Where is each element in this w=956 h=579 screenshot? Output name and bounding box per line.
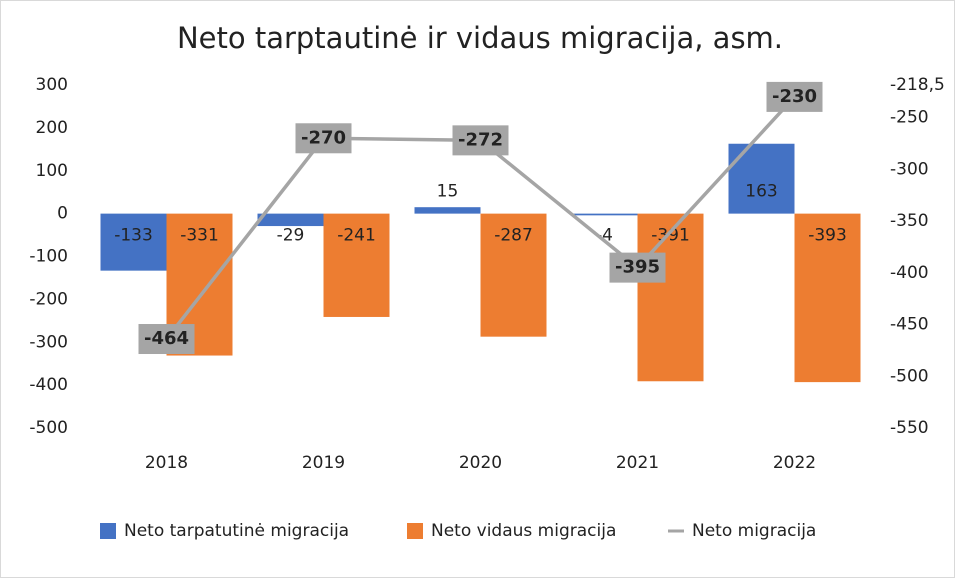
x-tick-label: 2018 — [145, 453, 188, 473]
y2-tick-label: -500 — [890, 366, 929, 386]
y2-tick-label: -250 — [890, 108, 929, 128]
data-label: -391 — [651, 226, 690, 246]
y-tick-label: -200 — [29, 289, 68, 309]
data-label: -4 — [596, 226, 613, 246]
bar — [480, 213, 547, 337]
line-data-label: -272 — [452, 125, 509, 156]
bar — [100, 213, 167, 271]
y-tick-label: 0 — [57, 204, 68, 224]
y-tick-label: 300 — [36, 75, 68, 95]
data-label: -464 — [144, 328, 189, 349]
label-box — [766, 81, 823, 112]
line-data-label: -395 — [609, 252, 666, 283]
data-label: -331 — [180, 226, 219, 246]
bar — [414, 207, 481, 214]
line-data-label: -464 — [138, 324, 195, 355]
data-label: -270 — [301, 127, 346, 148]
data-label: -287 — [494, 226, 533, 246]
x-tick-label: 2019 — [302, 453, 345, 473]
y-tick-label: -300 — [29, 332, 68, 352]
y2-tick-label: -450 — [890, 315, 929, 335]
line-data-label: -230 — [766, 81, 823, 112]
data-label: 163 — [745, 182, 777, 202]
x-tick-label: 2021 — [616, 453, 659, 473]
data-label: -133 — [114, 226, 153, 246]
legend-swatch — [407, 523, 423, 539]
y2-tick-label: -300 — [890, 159, 929, 179]
bar — [728, 143, 795, 214]
data-label: -241 — [337, 226, 376, 246]
y-tick-label: 100 — [36, 161, 68, 181]
data-label: -395 — [615, 257, 660, 278]
y-tick-label: 200 — [36, 118, 68, 138]
x-tick-label: 2022 — [773, 453, 816, 473]
y2-tick-label: -350 — [890, 211, 929, 231]
legend-label: Neto vidaus migracija — [431, 521, 616, 541]
data-label: -29 — [277, 226, 305, 246]
data-label: 15 — [437, 182, 459, 202]
data-label: -393 — [808, 226, 847, 246]
legend-label: Neto tarpatutinė migracija — [124, 521, 349, 541]
y-tick-label: -100 — [29, 247, 68, 267]
label-box — [295, 123, 352, 154]
bar — [637, 213, 704, 382]
x-tick-label: 2020 — [459, 453, 502, 473]
label-box — [609, 252, 666, 283]
label-box — [452, 125, 509, 156]
chart-title: Neto tarptautinė ir vidaus migracija, as… — [177, 21, 783, 55]
bar — [257, 213, 324, 227]
y-tick-label: -400 — [29, 375, 68, 395]
legend-label: Neto migracija — [692, 521, 816, 541]
y2-tick-label: -400 — [890, 263, 929, 283]
y-tick-label: -500 — [29, 418, 68, 438]
bar — [794, 213, 861, 383]
legend-swatch — [100, 523, 116, 539]
line-data-label: -270 — [295, 123, 352, 154]
data-label: -230 — [772, 86, 817, 107]
data-label: -272 — [458, 129, 503, 150]
bar — [571, 213, 638, 216]
y2-tick-label: -218,5 — [890, 75, 945, 95]
label-box — [138, 324, 195, 355]
y2-tick-label: -550 — [890, 418, 929, 438]
bar — [323, 213, 390, 317]
